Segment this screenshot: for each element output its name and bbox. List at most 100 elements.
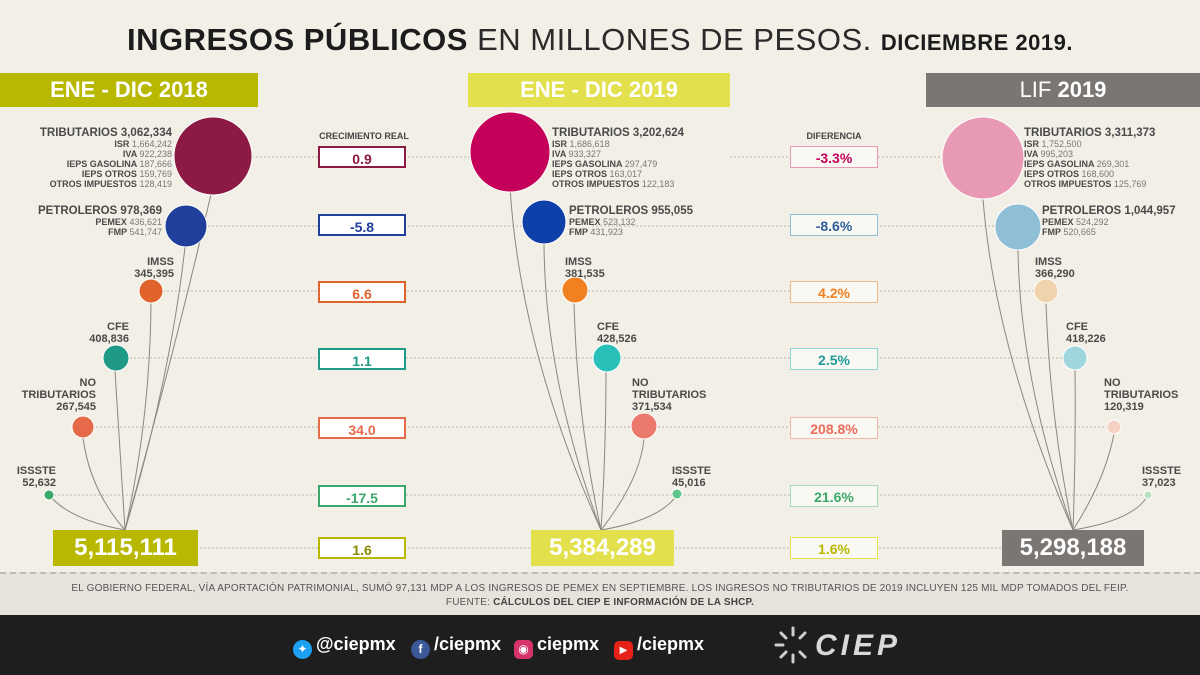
otros-impuestos-value: 125,769: [1113, 179, 1147, 189]
bubble-notributarios-2019: [630, 412, 658, 440]
otros-impuestos-label: OTROS IMPUESTOS: [1024, 179, 1112, 189]
pemex-value: 524,292: [1076, 217, 1109, 227]
facebook-icon: f: [411, 640, 430, 659]
header-2019: ENE - DIC 2019: [468, 73, 730, 107]
issste-lif-value: 37,023: [1142, 477, 1176, 489]
title-normal: EN MILLONES DE PESOS.: [477, 22, 872, 57]
bubble-cfe-2019: [592, 343, 622, 373]
petroleros-2019-name: PETROLEROS 955,055: [569, 205, 693, 217]
bubble-issste-2019: [671, 488, 683, 500]
crecimiento-total: 1.6: [318, 537, 406, 559]
imss-lif-name: IMSS: [1035, 256, 1062, 268]
youtube-handle: /ciepmx: [637, 634, 705, 654]
page-title: INGRESOS PÚBLICOS EN MILLONES DE PESOS. …: [0, 22, 1200, 58]
isr-value: 1,686,618: [569, 139, 610, 149]
tributarios-2018-name: TRIBUTARIOS 3,062,334: [39, 127, 172, 139]
fmp-label: FMP: [108, 227, 127, 237]
diferencia-tributarios: -3.3%: [790, 146, 878, 168]
facebook-link[interactable]: f/ciepmx: [411, 634, 501, 659]
footnote-text: EL GOBIERNO FEDERAL, VÍA APORTACIÓN PATR…: [71, 583, 1129, 594]
notributarios-lif-name1: NO: [1104, 377, 1121, 389]
otros-impuestos-value: 128,419: [139, 179, 172, 189]
notributarios-lif-name2: TRIBUTARIOS: [1104, 389, 1179, 401]
bubble-tributarios-2019: [469, 111, 551, 193]
imss-2019-value: 381,535: [565, 268, 605, 280]
bubble-notributarios-2018: [71, 415, 95, 439]
bubble-imss-2019: [561, 276, 589, 304]
header-lif: LIF 2019: [926, 73, 1200, 107]
isr-value: 1,752,500: [1041, 139, 1082, 149]
otros-impuestos-value: 122,183: [641, 179, 675, 189]
ieps-gasolina-value: 269,301: [1096, 159, 1130, 169]
label-petroleros-2018: PETROLEROS 978,369 PEMEX 436,621 FMP 541…: [38, 205, 162, 237]
isr-label: ISR: [1024, 139, 1040, 149]
twitter-icon: ✦: [293, 640, 312, 659]
ieps-gasolina-label: IEPS GASOLINA: [552, 159, 623, 169]
ciep-logo-text: CIEP: [815, 629, 902, 662]
ieps-gasolina-value: 187,666: [139, 159, 172, 169]
ieps-gasolina-label: IEPS GASOLINA: [66, 159, 137, 169]
isr-value: 1,664,242: [131, 139, 172, 149]
ieps-gasolina-value: 297,479: [624, 159, 658, 169]
ieps-otros-value: 168,600: [1081, 169, 1115, 179]
ieps-otros-label: IEPS OTROS: [81, 169, 137, 179]
imss-2018-value: 345,395: [134, 268, 174, 280]
issste-lif-name: ISSSTE: [1142, 465, 1182, 477]
ieps-otros-label: IEPS OTROS: [1024, 169, 1080, 179]
isr-label: ISR: [552, 139, 568, 149]
imss-2018-name: IMSS: [147, 256, 174, 268]
label-notributarios-2018: NO TRIBUTARIOS 267,545: [22, 377, 96, 413]
label-cfe-2019: CFE 428,526: [597, 321, 637, 345]
label-cfe-lif: CFE 418,226: [1066, 321, 1106, 345]
pemex-label: PEMEX: [95, 217, 127, 227]
footnote: EL GOBIERNO FEDERAL, VÍA APORTACIÓN PATR…: [0, 572, 1200, 616]
label-tributarios-2019: TRIBUTARIOS 3,202,624 ISR 1,686,618 IVA …: [552, 127, 684, 189]
bubble-cfe-2018: [102, 344, 130, 372]
facebook-handle: /ciepmx: [434, 634, 502, 654]
pemex-label: PEMEX: [1042, 217, 1074, 227]
crecimiento-issste: -17.5: [318, 485, 406, 507]
ieps-otros-value: 163,017: [609, 169, 643, 179]
notributarios-2018-value: 267,545: [56, 401, 96, 413]
label-notributarios-lif: NO TRIBUTARIOS 120,319: [1104, 377, 1178, 413]
iva-label: IVA: [122, 149, 137, 159]
total-2018: 5,115,111: [53, 530, 198, 566]
bubble-notributarios-lif: [1106, 419, 1122, 435]
label-issste-2019: ISSSTE 45,016: [672, 465, 711, 489]
bubble-petroleros-2019: [521, 199, 567, 245]
fmp-value: 520,665: [1063, 227, 1096, 237]
iva-value: 922,238: [139, 149, 172, 159]
iva-label: IVA: [1024, 149, 1039, 159]
label-notributarios-2019: NO TRIBUTARIOS 371,534: [632, 377, 706, 413]
issste-2018-name: ISSSTE: [16, 465, 56, 477]
header-lif-year: 2019: [1057, 77, 1107, 102]
diferencia-imss: 4.2%: [790, 281, 878, 303]
label-imss-lif: IMSS 366,290: [1035, 256, 1075, 280]
petroleros-2018-name: PETROLEROS 978,369: [38, 205, 162, 217]
pemex-label: PEMEX: [569, 217, 601, 227]
notributarios-2019-name2: TRIBUTARIOS: [632, 389, 707, 401]
instagram-handle: ciepmx: [537, 634, 600, 654]
twitter-link[interactable]: ✦ @ciepmx: [293, 634, 396, 659]
notributarios-lif-value: 120,319: [1104, 401, 1144, 413]
fmp-label: FMP: [1042, 227, 1061, 237]
youtube-link[interactable]: ▶/ciepmx: [614, 634, 704, 660]
diferencia-issste: 21.6%: [790, 485, 878, 507]
crecimiento-cfe: 1.1: [318, 348, 406, 370]
crecimiento-notributarios: 34.0: [318, 417, 406, 439]
cfe-lif-name: CFE: [1066, 321, 1088, 333]
instagram-link[interactable]: ◉ ciepmx: [514, 634, 599, 659]
petroleros-lif-name: PETROLEROS 1,044,957: [1042, 205, 1176, 217]
bubble-tributarios-2018: [173, 116, 253, 196]
stems-lif: [982, 198, 1149, 531]
label-petroleros-2019: PETROLEROS 955,055 PEMEX 523,132 FMP 431…: [569, 205, 693, 237]
fuente-label: FUENTE:: [445, 597, 491, 608]
bubble-imss-2018: [138, 278, 164, 304]
notributarios-2019-value: 371,534: [632, 401, 672, 413]
imss-2019-name: IMSS: [565, 256, 592, 268]
bubble-issste-2018: [43, 489, 55, 501]
header-lif-label: LIF: [1019, 77, 1058, 102]
diferencia-cfe: 2.5%: [790, 348, 878, 370]
label-imss-2018: IMSS 345,395: [134, 256, 174, 280]
twitter-handle: @ciepmx: [316, 634, 396, 654]
